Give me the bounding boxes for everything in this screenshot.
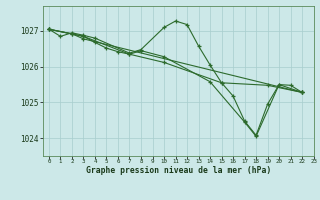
X-axis label: Graphe pression niveau de la mer (hPa): Graphe pression niveau de la mer (hPa) bbox=[86, 166, 271, 175]
